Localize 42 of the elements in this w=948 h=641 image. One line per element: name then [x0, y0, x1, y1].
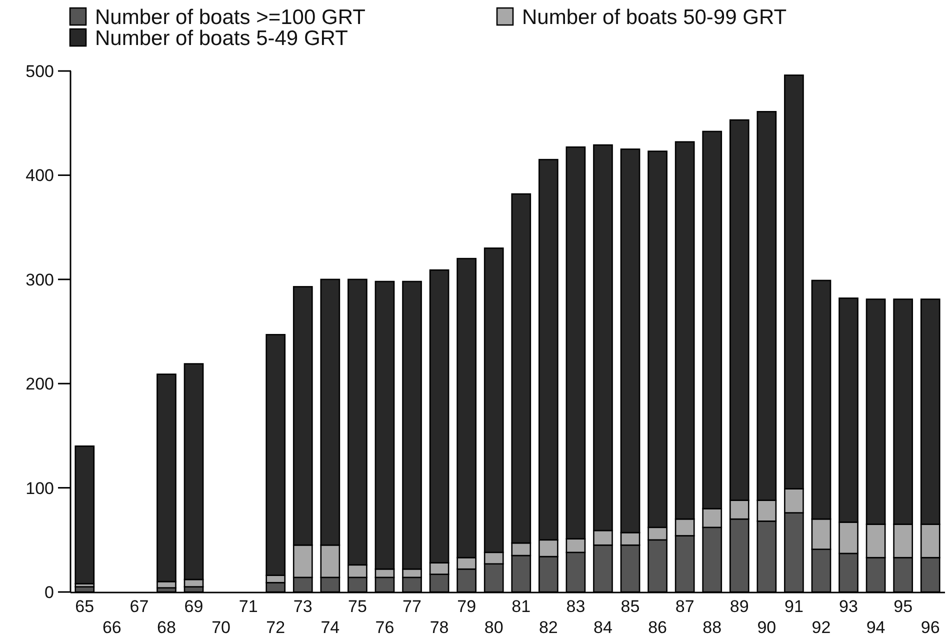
- x-tick-label: 96: [920, 618, 940, 637]
- x-tick-label: 89: [730, 597, 749, 616]
- x-tick-label: 95: [894, 597, 913, 616]
- y-tick-label: 0: [44, 582, 54, 602]
- x-tick-label: 90: [757, 618, 776, 637]
- legend-label: Number of boats 5-49 GRT: [95, 27, 348, 50]
- x-tick-label: 72: [266, 618, 286, 637]
- x-tick-label: 75: [348, 597, 367, 616]
- x-tick-label: 81: [512, 597, 531, 616]
- y-tick-label: 200: [26, 374, 54, 394]
- x-tick-label: 80: [484, 618, 504, 637]
- x-tick-label: 77: [402, 597, 422, 616]
- x-tick-label: 87: [675, 597, 694, 616]
- x-tick-label: 74: [320, 618, 340, 637]
- x-tick-label: 79: [457, 597, 476, 616]
- y-tick-label: 400: [26, 166, 54, 186]
- x-tick-label: 82: [538, 618, 558, 637]
- x-tick-label: 84: [594, 618, 612, 637]
- x-tick-label: 66: [102, 618, 122, 637]
- x-tick-label: 86: [648, 618, 668, 637]
- x-tick-label: 71: [238, 597, 258, 616]
- y-tick-label: 500: [26, 62, 54, 81]
- x-tick-label: 69: [184, 597, 204, 616]
- x-tick-label: 73: [293, 597, 312, 616]
- y-tick-label: 100: [26, 478, 54, 498]
- x-tick-label: 93: [839, 597, 858, 616]
- x-tick-label: 78: [430, 618, 449, 637]
- x-tick-label: 65: [75, 597, 94, 616]
- y-tick-label: 300: [26, 270, 54, 290]
- x-tick-label: 88: [702, 618, 722, 637]
- x-tick-label: 91: [784, 597, 804, 616]
- x-tick-label: 67: [130, 597, 149, 616]
- legend-label: Number of boats >=100 GRT: [95, 6, 366, 29]
- x-tick-label: 92: [812, 618, 831, 637]
- x-tick-label: 83: [566, 597, 586, 616]
- x-tick-label: 76: [375, 618, 394, 637]
- x-tick-label: 85: [620, 597, 640, 616]
- x-tick-label: 68: [157, 618, 176, 637]
- bar: [74, 445, 95, 584]
- x-tick-label: 94: [866, 618, 886, 637]
- legend-label: Number of boats 50-99 GRT: [522, 6, 787, 29]
- x-tick-label: 70: [212, 618, 231, 637]
